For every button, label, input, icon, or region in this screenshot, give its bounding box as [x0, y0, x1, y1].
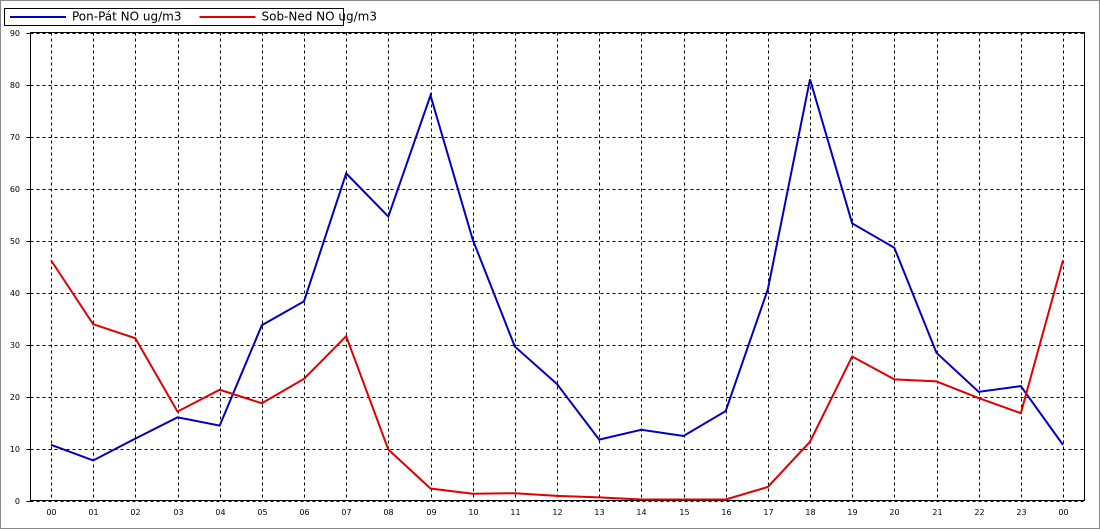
x-tick-label: 16 — [721, 508, 731, 517]
x-tick-label: 00 — [1058, 508, 1068, 517]
y-tick-label: 10 — [10, 445, 20, 454]
x-tick-label: 09 — [426, 508, 436, 517]
legend-label: Pon-Pát NO ug/m3 — [72, 10, 181, 24]
data-line — [50, 259, 1064, 501]
y-tick-label: 70 — [10, 133, 20, 142]
x-tick-label: 14 — [636, 508, 646, 517]
data-line — [50, 79, 1064, 462]
x-tick-label: 04 — [215, 508, 225, 517]
x-tick-label: 12 — [552, 508, 562, 517]
x-tick-label: 13 — [594, 508, 604, 517]
x-tick-label: 01 — [88, 508, 98, 517]
y-tick-label: 50 — [10, 237, 20, 246]
x-tick-label: 06 — [299, 508, 309, 517]
y-tick-label: 30 — [10, 341, 20, 350]
x-tick-label: 18 — [805, 508, 815, 517]
x-tick-label: 10 — [468, 508, 478, 517]
legend-label: Sob-Ned NO ug/m3 — [261, 10, 377, 24]
y-tick-label: 80 — [10, 81, 20, 90]
y-tick-label: 0 — [15, 497, 20, 506]
x-tick-label: 00 — [46, 508, 56, 517]
y-tick-label: 90 — [10, 29, 20, 38]
x-tick-label: 05 — [257, 508, 267, 517]
x-tick-label: 20 — [889, 508, 899, 517]
x-tick-label: 19 — [847, 508, 857, 517]
x-tick-label: 02 — [130, 508, 140, 517]
x-tick-label: 17 — [763, 508, 773, 517]
y-tick-label: 60 — [10, 185, 20, 194]
x-tick-label: 07 — [341, 508, 351, 517]
legend-box — [4, 8, 344, 26]
x-tick-label: 22 — [974, 508, 984, 517]
x-tick-label: 23 — [1016, 508, 1026, 517]
x-tick-label: 21 — [932, 508, 942, 517]
x-tick-label: 03 — [173, 508, 183, 517]
y-tick-label: 40 — [10, 289, 20, 298]
y-tick-label: 20 — [10, 393, 20, 402]
x-tick-label: 11 — [510, 508, 520, 517]
x-tick-label: 08 — [383, 508, 393, 517]
x-tick-label: 15 — [679, 508, 689, 517]
